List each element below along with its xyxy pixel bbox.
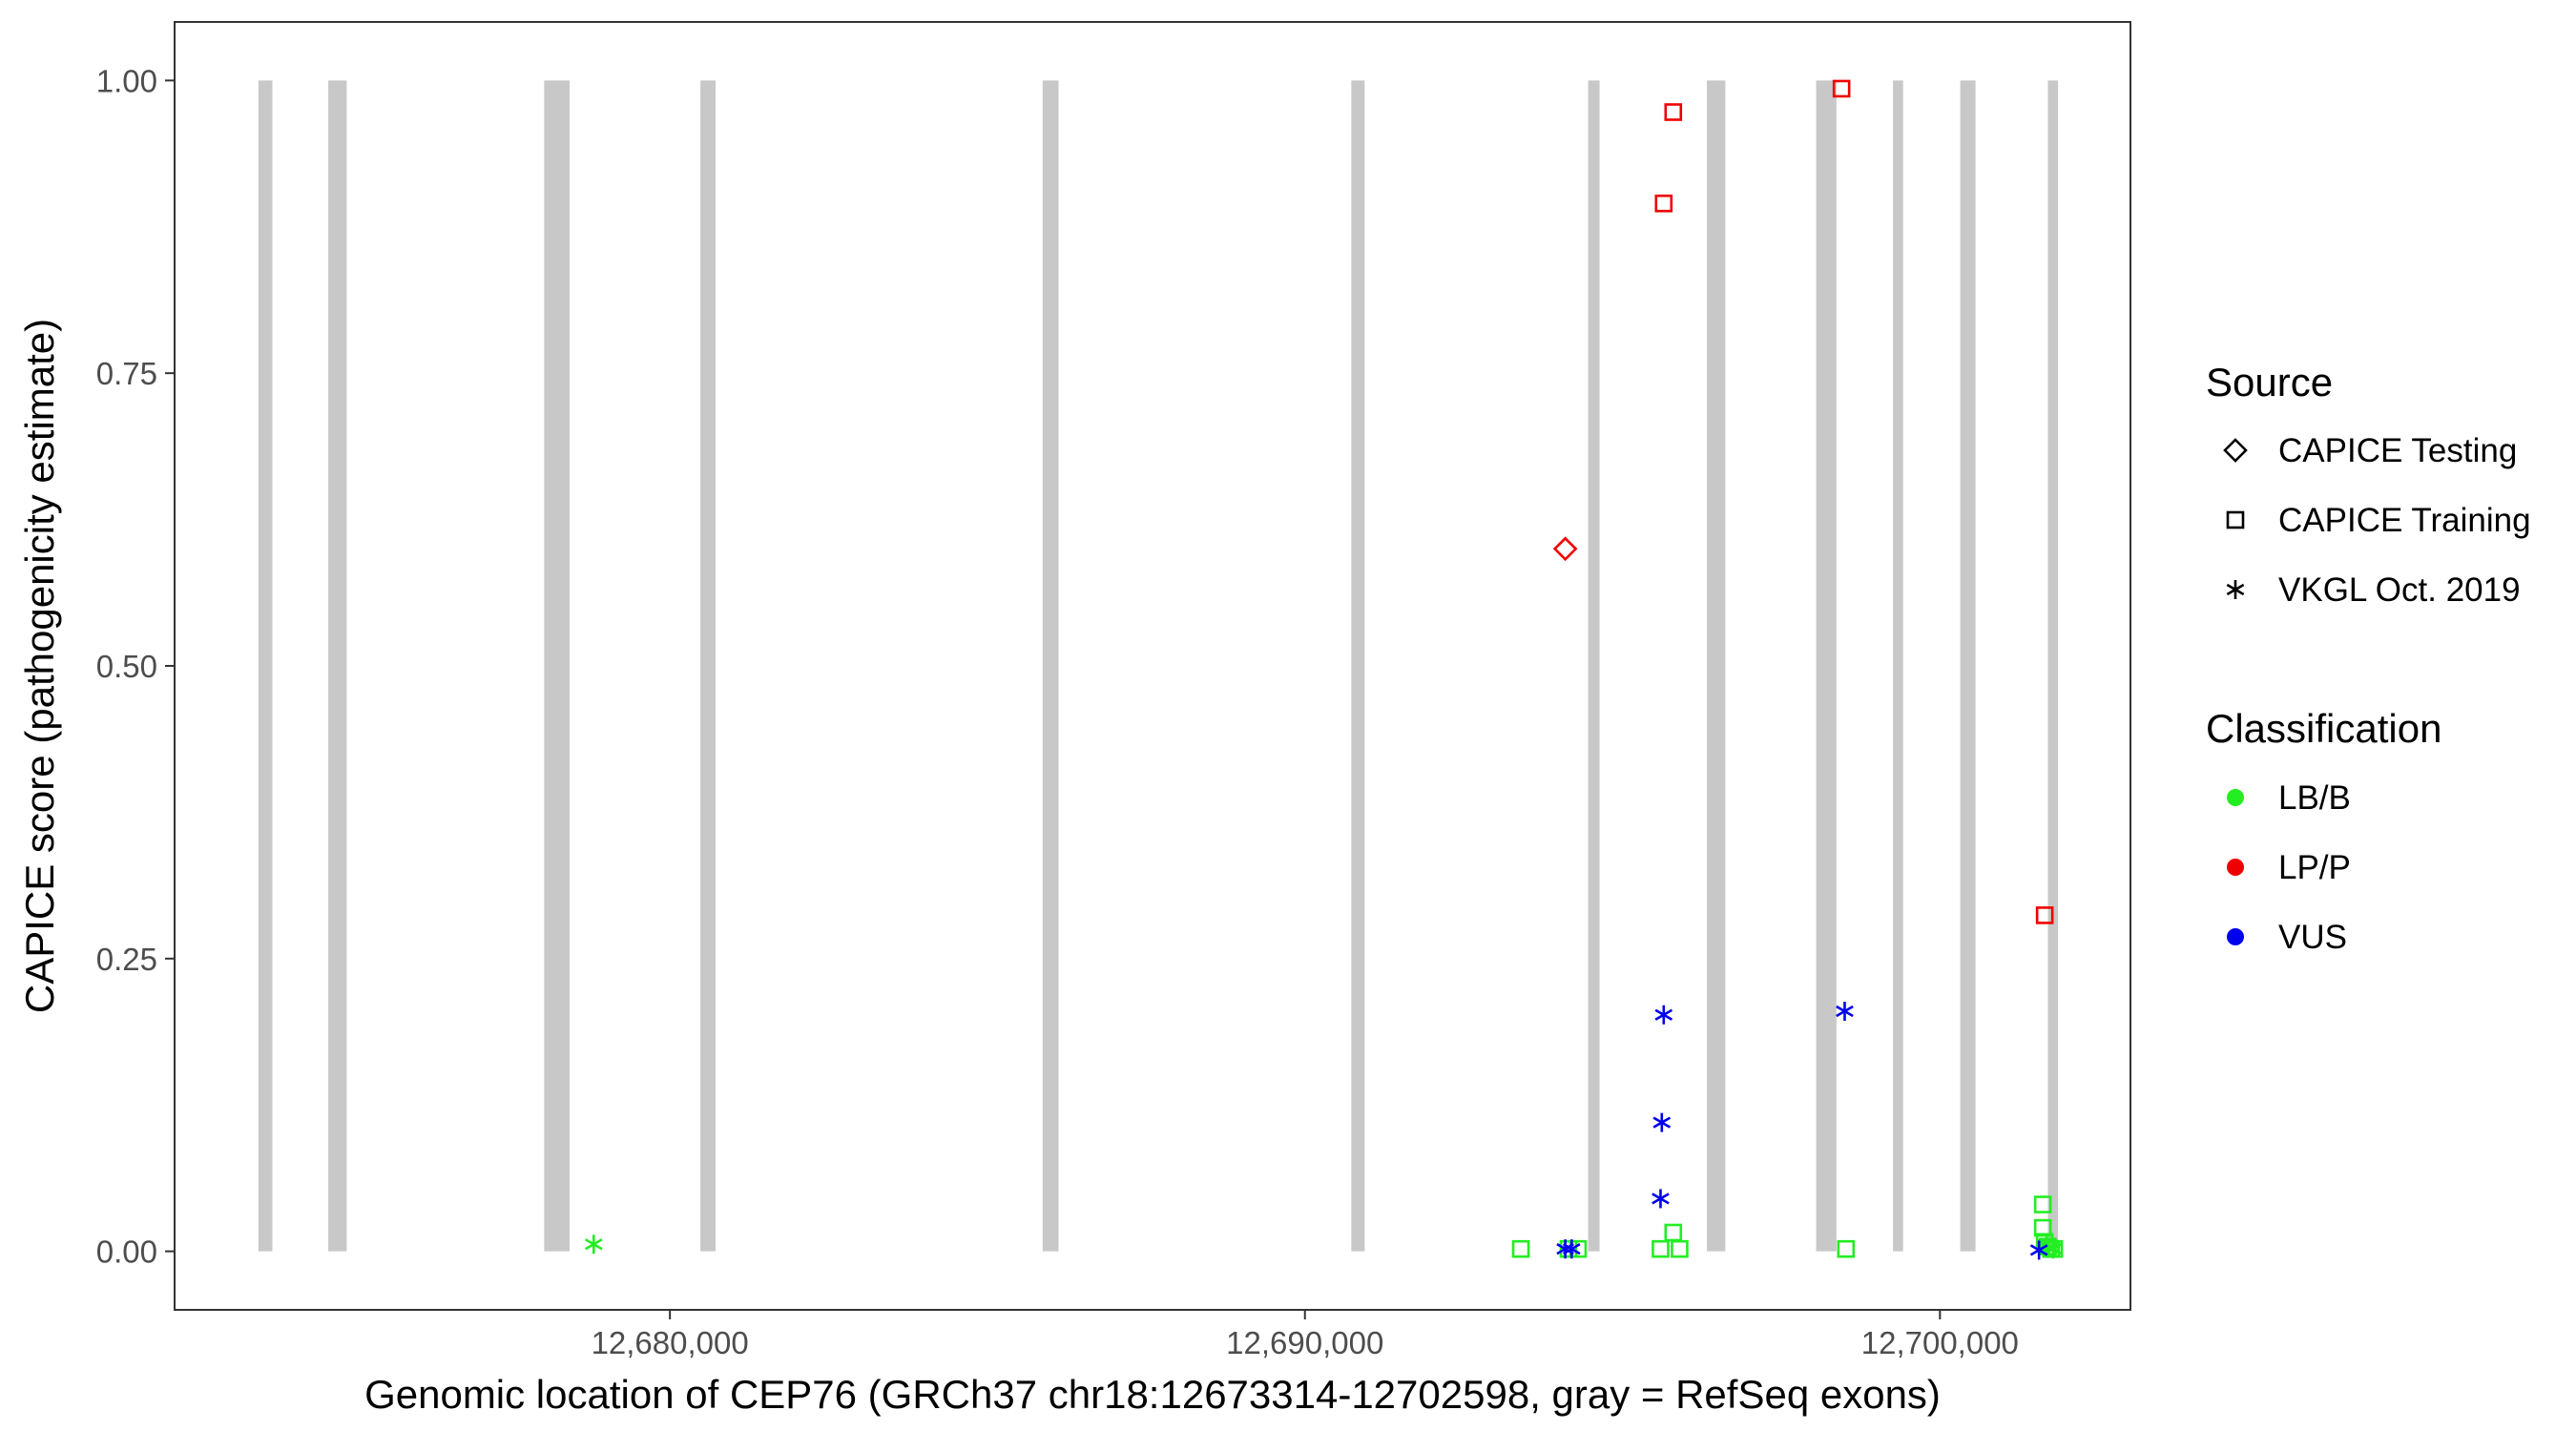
data-point	[1671, 1239, 1689, 1258]
x-tick-label: 12,700,000	[1861, 1325, 2019, 1360]
data-point	[1654, 194, 1673, 213]
data-point	[1652, 1189, 1670, 1209]
data-point	[1511, 1239, 1530, 1258]
exon-band	[700, 80, 717, 1252]
legend-classification-label: VUS	[2278, 919, 2347, 956]
exon-band	[1588, 80, 1600, 1252]
legend-classification-key	[2227, 928, 2244, 945]
data-point	[1559, 1239, 1578, 1258]
x-axis: 12,680,000 12,690,000 12,700,000	[592, 1310, 2019, 1360]
y-axis: 0.00 0.25 0.50 0.75 1.00	[96, 63, 175, 1270]
legend-source: Source CAPICE Testing CAPICE Training VKGL…	[2206, 360, 2531, 609]
legend-source-label: CAPICE Training	[2278, 502, 2531, 539]
data-point	[1664, 103, 1683, 121]
data-point	[1562, 1239, 1581, 1259]
exon-band	[1042, 80, 1059, 1252]
data-point	[584, 1234, 603, 1255]
y-tick-label: 0.25	[96, 942, 157, 977]
data-point	[2033, 1195, 2052, 1213]
exon-band	[544, 80, 570, 1252]
x-tick-label: 12,690,000	[1226, 1325, 1383, 1360]
data-point	[1652, 1239, 1670, 1258]
exon-band	[1707, 80, 1726, 1252]
data-point	[2035, 906, 2054, 924]
data-point	[1837, 1239, 1856, 1258]
exon-band	[1893, 80, 1903, 1252]
exon-band	[1816, 80, 1837, 1252]
legend-classification-label: LP/P	[2278, 849, 2351, 886]
x-axis-label: Genomic location of CEP76 (GRCh37 chr18:…	[364, 1372, 1941, 1417]
data-point	[1654, 1005, 1673, 1025]
data-point	[1836, 1002, 1854, 1022]
data-point	[1552, 536, 1578, 562]
exon-band	[328, 80, 347, 1252]
legend-classification-title: Classification	[2206, 706, 2441, 751]
legend-source-key	[2223, 438, 2248, 463]
legend-source-label: CAPICE Testing	[2278, 432, 2517, 469]
legend-classification-label: LB/B	[2278, 779, 2351, 817]
y-axis-label: CAPICE score (pathogenicity estimate)	[17, 319, 62, 1013]
legend-classification-key	[2227, 789, 2244, 806]
legend-source-key	[2226, 580, 2245, 599]
exon-band	[2047, 80, 2059, 1252]
y-tick-label: 0.50	[96, 649, 157, 684]
exon-band	[1960, 80, 1976, 1252]
y-tick-label: 1.00	[96, 63, 157, 98]
legend-classification: Classification LB/B LP/P VUS	[2206, 706, 2441, 956]
y-tick-label: 0.00	[96, 1234, 157, 1270]
x-tick-label: 12,680,000	[592, 1325, 749, 1360]
data-points	[584, 79, 2064, 1260]
legend-classification-key	[2227, 859, 2244, 876]
data-point	[1832, 79, 1851, 98]
legend-source-label: VKGL Oct. 2019	[2278, 571, 2521, 609]
exon-band	[258, 80, 273, 1252]
y-tick-label: 0.75	[96, 356, 157, 391]
data-point	[2029, 1240, 2048, 1260]
legend-source-key	[2226, 510, 2245, 529]
exon-bands	[258, 80, 2059, 1252]
data-point	[1652, 1112, 1672, 1132]
exon-band	[1351, 80, 1365, 1252]
legend-source-title: Source	[2206, 360, 2333, 404]
